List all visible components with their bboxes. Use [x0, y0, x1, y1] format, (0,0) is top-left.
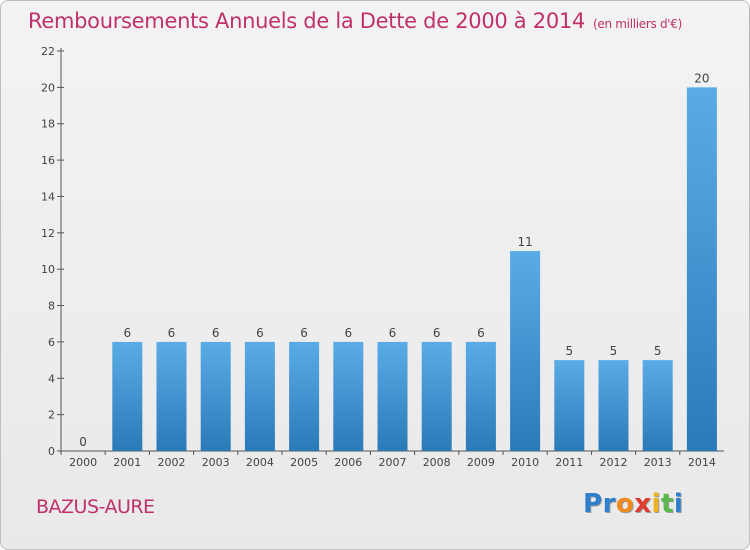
bar-value-label: 6	[212, 326, 220, 340]
x-tick-label: 2004	[246, 456, 274, 469]
bar-value-label: 6	[300, 326, 308, 340]
bar	[377, 341, 408, 451]
x-tick-label: 2012	[600, 456, 628, 469]
bar	[333, 341, 364, 451]
x-tick-label: 2008	[423, 456, 451, 469]
bar	[289, 341, 320, 451]
bar	[200, 341, 231, 451]
bar	[112, 341, 143, 451]
y-tick-label: 18	[41, 118, 55, 131]
x-tick-label: 2009	[467, 456, 495, 469]
logo-letter: t	[660, 489, 674, 519]
bar-value-label: 6	[477, 326, 485, 340]
y-tick-label: 12	[41, 227, 55, 240]
logo-letter: o	[615, 489, 635, 519]
y-tick-label: 20	[41, 81, 55, 94]
bar	[554, 360, 585, 451]
x-tick-label: 2014	[688, 456, 716, 469]
y-tick-label: 22	[41, 45, 55, 58]
bar-value-label: 5	[565, 344, 573, 358]
bar-value-label: 6	[344, 326, 352, 340]
y-tick-label: 0	[48, 445, 55, 458]
chart-unit: (en milliers d'€)	[593, 17, 683, 31]
y-tick-label: 16	[41, 154, 55, 167]
logo-letter: i	[673, 489, 684, 519]
bar	[642, 360, 673, 451]
bar-value-label: 6	[256, 326, 264, 340]
bar-value-label: 6	[123, 326, 131, 340]
x-tick-label: 2001	[113, 456, 141, 469]
bar-value-label: 5	[654, 344, 662, 358]
commune-name: BAZUS-AURE	[36, 496, 155, 518]
bar	[465, 341, 496, 451]
y-tick-label: 10	[41, 263, 55, 276]
bar-value-label: 6	[389, 326, 397, 340]
bar	[244, 341, 275, 451]
bar	[686, 87, 717, 451]
x-tick-label: 2010	[511, 456, 539, 469]
y-tick-label: 4	[48, 372, 55, 385]
bar	[156, 341, 187, 451]
bar	[421, 341, 452, 451]
bar-value-label: 6	[433, 326, 441, 340]
x-tick-label: 2000	[69, 456, 97, 469]
logo-letter: P	[583, 489, 603, 519]
logo-letter: x	[634, 489, 652, 519]
y-tick-label: 6	[48, 336, 55, 349]
bar-value-label: 5	[610, 344, 618, 358]
proxiti-logo: Proxiti	[583, 489, 683, 519]
y-tick-label: 8	[48, 300, 55, 313]
x-tick-label: 2007	[379, 456, 407, 469]
bar-value-label: 20	[694, 71, 709, 85]
chart-title: Remboursements Annuels de la Dette de 20…	[28, 9, 682, 33]
y-tick-label: 14	[41, 190, 55, 203]
x-tick-label: 2005	[290, 456, 318, 469]
x-tick-label: 2003	[202, 456, 230, 469]
x-tick-label: 2011	[555, 456, 583, 469]
bar-value-label: 11	[517, 235, 532, 249]
logo-letter: i	[651, 489, 661, 519]
bar	[510, 251, 541, 451]
y-tick-label: 2	[48, 409, 55, 422]
x-tick-label: 2013	[644, 456, 672, 469]
chart-title-text: Remboursements Annuels de la Dette de 20…	[28, 9, 585, 33]
bar-value-label: 0	[79, 435, 87, 449]
logo-letter: r	[602, 489, 616, 519]
bar	[598, 360, 629, 451]
x-tick-label: 2002	[158, 456, 186, 469]
bar-value-label: 6	[168, 326, 176, 340]
x-tick-label: 2006	[334, 456, 362, 469]
